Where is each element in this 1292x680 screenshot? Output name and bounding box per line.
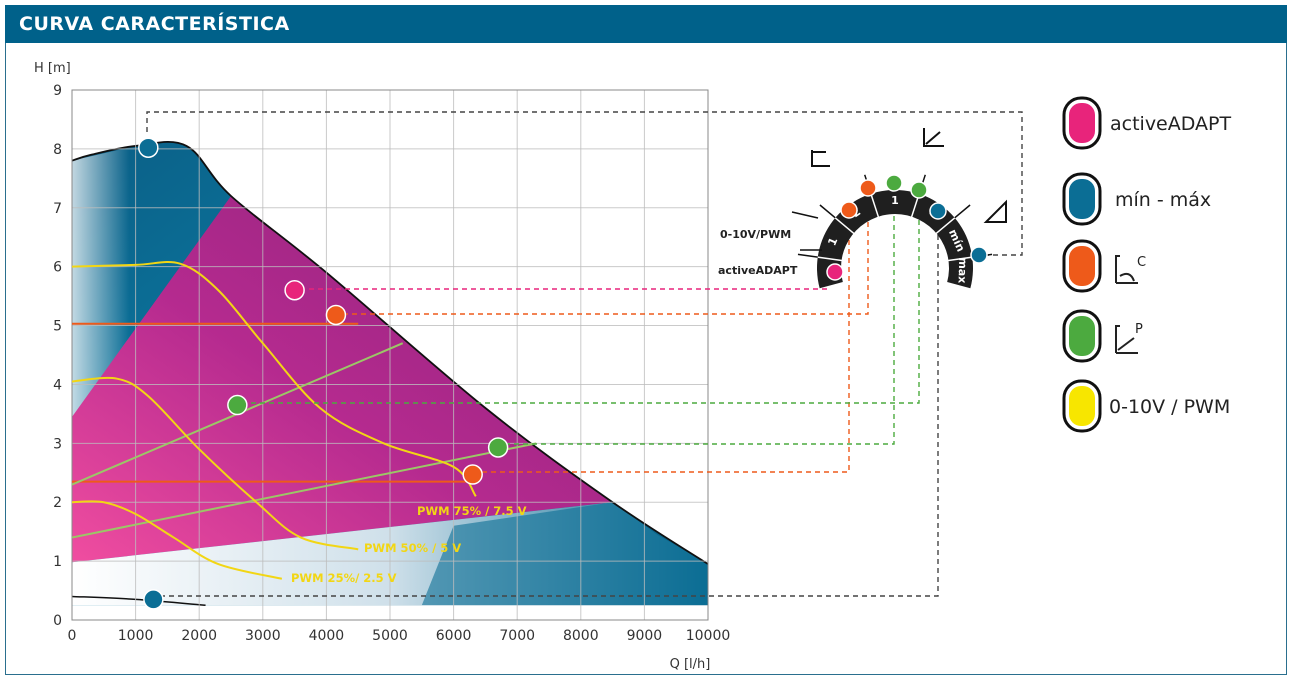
- pwm-curve: [72, 500, 283, 580]
- y-tick-label: 5: [53, 319, 62, 335]
- constant-pressure-symbol: [811, 150, 830, 167]
- y-tick-label: 1: [53, 554, 62, 570]
- x-tick-label: 0: [68, 628, 77, 644]
- plot-border: [71, 89, 709, 621]
- x-tick-label: 9000: [627, 628, 663, 644]
- dial-label-pwm: 0-10V/PWM: [720, 228, 791, 241]
- operating-point: [227, 394, 248, 416]
- y-tick-label: 3: [53, 436, 62, 452]
- pwm25-label: PWM 25%/ 2.5 V: [291, 571, 397, 585]
- connector-line: [242, 198, 920, 404]
- max-speed-symbol: [983, 199, 1007, 223]
- legend-label: C: [1137, 255, 1146, 270]
- operating-point: [487, 437, 509, 458]
- dial-tick: [797, 253, 818, 258]
- dial-tick: [954, 204, 971, 219]
- y-tick-label: 7: [53, 201, 62, 217]
- proportional-pressure-icon: [1115, 325, 1138, 354]
- dial-point: [840, 201, 858, 219]
- y-tick-label: 0: [53, 613, 62, 629]
- legend-label: activeADAPT: [1110, 113, 1232, 135]
- x-tick-label: 1000: [118, 628, 154, 644]
- x-tick-label: 7000: [499, 628, 535, 644]
- x-tick-label: 6000: [436, 628, 472, 644]
- y-tick-label: 8: [53, 142, 62, 158]
- x-tick-label: 4000: [309, 628, 345, 644]
- connector-line: [482, 218, 850, 473]
- operating-point: [143, 589, 164, 610]
- dial-tick: [819, 204, 836, 219]
- dial-segment-label: max: [956, 257, 970, 283]
- y-tick-label: 2: [53, 495, 62, 511]
- y-tick-label: 4: [53, 377, 62, 393]
- pwm50-label: PWM 50% / 5 V: [364, 541, 461, 555]
- pwm-curve: [72, 376, 359, 551]
- x-tick-label: 5000: [372, 628, 408, 644]
- legend-item-min-max: mín - máx: [1062, 172, 1211, 226]
- x-tick-label: 2000: [181, 628, 217, 644]
- connector-line: [160, 219, 939, 597]
- operating-point: [138, 137, 159, 158]
- connector-line: [343, 196, 869, 315]
- dial-point: [885, 174, 903, 192]
- low-band-shade: [421, 502, 708, 606]
- x-axis-label: Q [l/h]: [670, 657, 711, 672]
- pwm75-label: PWM 75% / 7.5 V: [417, 504, 527, 518]
- connector-line: [505, 190, 895, 445]
- legend-label: 0-10V / PWM: [1109, 396, 1230, 418]
- dial-pointer-pwm: [791, 211, 819, 219]
- x-tick-label: 10000: [686, 628, 731, 644]
- y-tick-label: 9: [53, 83, 62, 99]
- legend-item-constant-pressure: C: [1062, 239, 1146, 293]
- page-title: CURVA CARACTERÍSTICA: [19, 13, 290, 35]
- proportional-pressure-symbol: [923, 128, 944, 147]
- dial-segment-label: 1: [891, 194, 899, 207]
- connector-line: [146, 111, 1023, 256]
- dial-point: [929, 202, 947, 220]
- legend-item-pwm: 0-10V / PWM: [1062, 379, 1230, 433]
- pwm-curve: [72, 261, 477, 497]
- header-bar: CURVA CARACTERÍSTICA: [5, 5, 1287, 43]
- legend-item-activeadapt: activeADAPT: [1062, 96, 1232, 150]
- operating-point: [284, 279, 305, 301]
- legend-label: mín - máx: [1115, 189, 1211, 211]
- dial-label-adapt: activeADAPT: [718, 264, 798, 277]
- max-curve: [72, 140, 708, 565]
- operating-point: [462, 464, 483, 485]
- constant-pressure-icon: [1115, 255, 1138, 284]
- dial-point: [910, 181, 928, 199]
- legend-label: P: [1135, 322, 1143, 337]
- y-tick-label: 6: [53, 260, 62, 276]
- operating-point: [325, 304, 347, 326]
- dial-point: [826, 263, 844, 281]
- dial-point: [859, 179, 877, 197]
- x-tick-label: 8000: [563, 628, 599, 644]
- legend-item-proportional-pressure: P: [1062, 309, 1143, 363]
- y-axis-label: H [m]: [34, 61, 71, 76]
- dial-point: [970, 246, 988, 264]
- x-tick-label: 3000: [245, 628, 281, 644]
- legend: activeADAPT mín - máx C P: [1062, 96, 1232, 433]
